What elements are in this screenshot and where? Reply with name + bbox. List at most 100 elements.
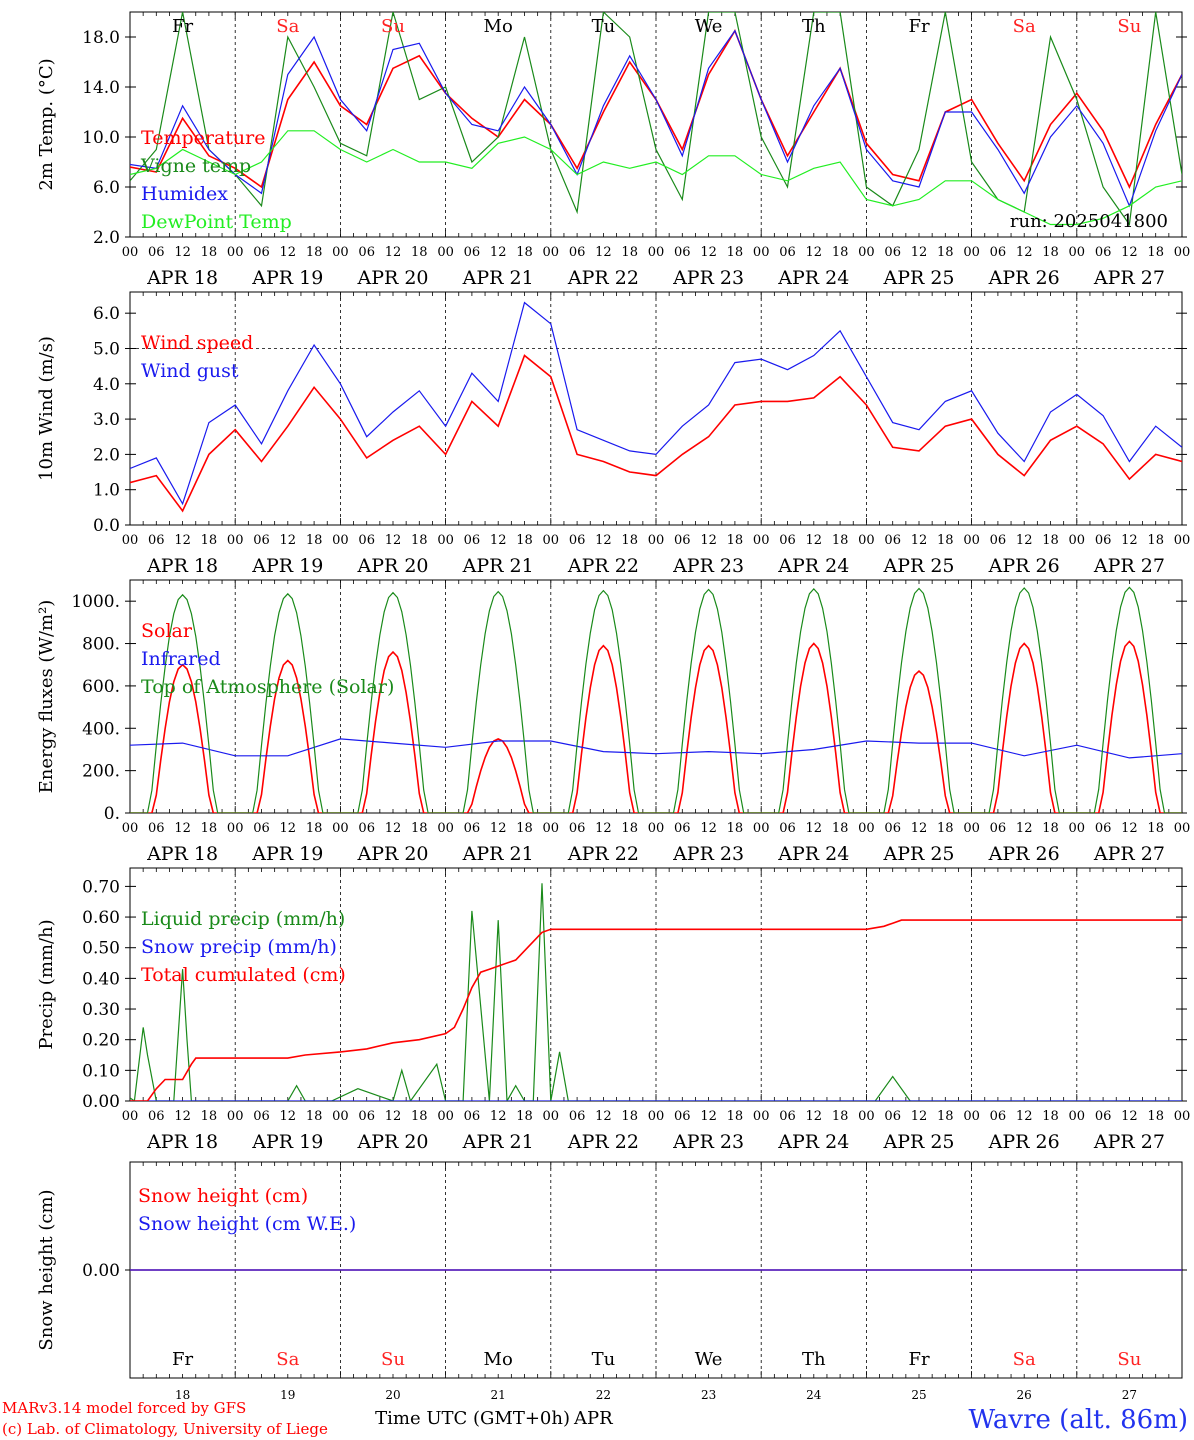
hour-label: 12 <box>280 1109 297 1124</box>
y-axis-label: Snow height (cm) <box>36 1189 57 1350</box>
date-label: APR 25 <box>882 267 954 289</box>
hour-label: 00 <box>543 1109 560 1124</box>
hour-label: 00 <box>858 821 875 836</box>
hour-label: 18 <box>727 533 744 548</box>
precip-panel <box>125 867 1187 1102</box>
series-line-wind-speed <box>130 354 1182 513</box>
date-label: APR 24 <box>777 555 849 577</box>
hour-label: 18 <box>201 533 218 548</box>
hour-label: 12 <box>385 245 402 260</box>
series-line-top-of-atmosphere-solar- <box>130 586 1182 813</box>
hour-label: 00 <box>1069 1109 1086 1124</box>
hour-label: 00 <box>648 821 665 836</box>
hour-label: 00 <box>858 245 875 260</box>
y-tick-label: 3.0 <box>93 410 120 430</box>
hour-label: 18 <box>516 1109 533 1124</box>
y-tick-label: 0.00 <box>82 1092 120 1112</box>
hour-label: 18 <box>516 533 533 548</box>
hour-label: 00 <box>1174 1109 1191 1124</box>
hour-label: 00 <box>227 245 244 260</box>
snow-panel <box>125 1161 1187 1379</box>
date-label: APR 19 <box>251 843 323 865</box>
hour-label: 00 <box>963 821 980 836</box>
hour-label: 06 <box>674 821 691 836</box>
hour-label: 12 <box>280 533 297 548</box>
hour-label: 06 <box>148 533 165 548</box>
hour-label: 00 <box>437 245 454 260</box>
hour-label: 00 <box>858 1109 875 1124</box>
y-tick-label: 0.70 <box>82 877 120 897</box>
day-number: 25 <box>911 1388 926 1402</box>
hour-label: 18 <box>832 533 849 548</box>
date-label: APR 26 <box>988 267 1060 289</box>
hour-label: 18 <box>201 245 218 260</box>
date-label: APR 27 <box>1093 267 1165 289</box>
weekday-label: Mo <box>484 1349 513 1370</box>
hour-label: 18 <box>621 1109 638 1124</box>
hour-label: 18 <box>621 245 638 260</box>
legend-entry: Snow precip (mm/h) <box>141 936 337 958</box>
date-label: APR 20 <box>356 1131 428 1153</box>
hour-label: 12 <box>174 245 191 260</box>
hour-label: 12 <box>911 245 928 260</box>
date-label: APR 20 <box>356 267 428 289</box>
day-number: 21 <box>491 1388 506 1402</box>
legend-entry: Wind gust <box>141 360 239 382</box>
hour-label: 06 <box>884 1109 901 1124</box>
hour-label: 06 <box>358 821 375 836</box>
hour-label: 00 <box>437 1109 454 1124</box>
weekday-label: Sa <box>276 16 299 37</box>
hour-label: 18 <box>306 821 323 836</box>
hour-label: 18 <box>937 821 954 836</box>
date-label: APR 19 <box>251 1131 323 1153</box>
hour-label: 18 <box>306 245 323 260</box>
hour-label: 00 <box>858 533 875 548</box>
hour-label: 12 <box>911 533 928 548</box>
hour-label: 12 <box>490 821 507 836</box>
hour-label: 06 <box>884 245 901 260</box>
date-label: APR 24 <box>777 1131 849 1153</box>
hour-label: 00 <box>227 533 244 548</box>
hour-label: 18 <box>411 821 428 836</box>
hour-label: 00 <box>332 1109 349 1124</box>
date-label: APR 20 <box>356 555 428 577</box>
legend-entry: Snow height (cm W.E.) <box>138 1213 356 1235</box>
hour-label: 00 <box>1069 533 1086 548</box>
hour-label: 00 <box>227 821 244 836</box>
credit-line-1: MARv3.14 model forced by GFS <box>2 1399 246 1417</box>
hour-label: 06 <box>884 821 901 836</box>
legend-entry: Snow height (cm) <box>138 1185 308 1207</box>
hour-label: 12 <box>1121 245 1138 260</box>
hour-label: 18 <box>937 245 954 260</box>
weekday-label: Fr <box>172 1349 193 1370</box>
date-label: APR 24 <box>777 843 849 865</box>
y-tick-label: 0.10 <box>82 1061 120 1081</box>
date-label: APR 20 <box>356 843 428 865</box>
date-label: APR 27 <box>1093 555 1165 577</box>
hour-label: 06 <box>779 245 796 260</box>
legend-entry: Temperature <box>141 127 265 149</box>
weekday-label: Th <box>802 16 826 37</box>
hour-label: 18 <box>727 245 744 260</box>
y-tick-label: 6.0 <box>93 178 120 198</box>
weekday-label: Mo <box>484 16 513 37</box>
date-label: APR 23 <box>672 1131 744 1153</box>
hour-label: 12 <box>1121 821 1138 836</box>
weekday-label: Su <box>1117 16 1141 37</box>
hour-label: 00 <box>122 533 139 548</box>
weekday-label: Sa <box>1013 16 1036 37</box>
hour-label: 18 <box>411 1109 428 1124</box>
hour-label: 12 <box>595 245 612 260</box>
hour-label: 12 <box>174 821 191 836</box>
run-label: run: 2025041800 <box>1010 211 1168 232</box>
hour-label: 00 <box>543 821 560 836</box>
day-number: 23 <box>701 1388 716 1402</box>
y-tick-label: 2.0 <box>93 228 120 248</box>
hour-label: 06 <box>464 533 481 548</box>
date-label: APR 25 <box>882 555 954 577</box>
y-tick-label: 2.0 <box>93 445 120 465</box>
hour-label: 06 <box>1095 245 1112 260</box>
day-number: 18 <box>175 1388 190 1402</box>
hour-label: 18 <box>937 1109 954 1124</box>
hour-label: 18 <box>201 821 218 836</box>
